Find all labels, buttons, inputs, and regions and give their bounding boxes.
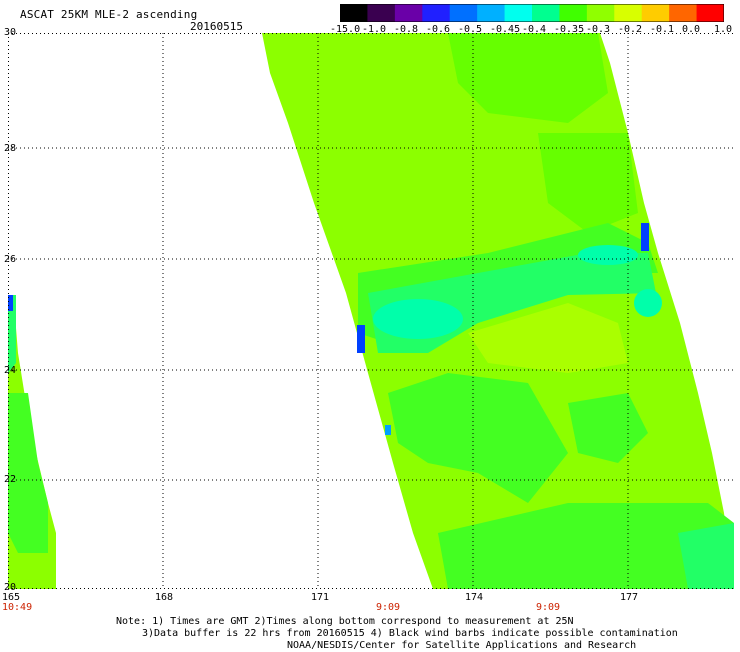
colorbar-segment — [586, 4, 615, 22]
colorbar-segment — [504, 4, 533, 22]
colorbar-segment — [614, 4, 643, 22]
colorbar-tick-label: -0.35 — [554, 24, 585, 35]
swath-patch — [538, 133, 638, 233]
lon-label-171: 171 — [311, 592, 330, 603]
swath-patch — [438, 503, 734, 589]
swath-blue-pixel — [8, 295, 13, 311]
swath-cyan-spot — [634, 289, 662, 317]
colorbar-segment — [669, 4, 698, 22]
colorbar-segment — [449, 4, 478, 22]
swath-time-3: 9:09 — [536, 602, 561, 613]
colorbar-labels: -15.0 -1.0 -0.8 -0.6 -0.5 -0.45 -0.4 -0.35 -0.3-… — [330, 24, 733, 36]
swath-time-2: 9:09 — [376, 602, 401, 613]
colorbar-segment — [696, 4, 724, 22]
colorbar — [340, 4, 724, 22]
lon-label-174: 174 — [465, 592, 484, 603]
swath-patch — [678, 523, 734, 589]
map-title: ASCAT 25KM MLE-2 ascending — [20, 8, 198, 21]
colorbar-segment — [367, 4, 396, 22]
lat-label-26: 26 — [4, 254, 17, 265]
colorbar-tick-label: -0.6 — [426, 24, 451, 35]
map-plot — [8, 33, 734, 589]
colorbar-segment — [477, 4, 506, 22]
colorbar-tick-label: -0.3 — [586, 24, 611, 35]
colorbar-tick-label: -0.8 — [394, 24, 419, 35]
colorbar-segment — [422, 4, 451, 22]
swath-time-1: 10:49 — [2, 602, 33, 613]
note-line-2: 3)Data buffer is 22 hrs from 20160515 4)… — [142, 628, 678, 639]
colorbar-segment — [340, 4, 368, 22]
lon-label-177: 177 — [620, 592, 639, 603]
lat-label-28: 28 — [4, 143, 17, 154]
swath-left-edge — [8, 295, 16, 373]
colorbar-tick-label: -0.1 — [650, 24, 675, 35]
colorbar-tick-label: -15.0 — [330, 24, 361, 35]
swath-patch — [388, 373, 568, 503]
note-line-3: NOAA/NESDIS/Center for Satellite Applica… — [287, 640, 637, 651]
colorbar-segment — [532, 4, 560, 22]
swath-blue-pixel — [641, 223, 649, 251]
colorbar-segment — [394, 4, 423, 22]
colorbar-tick-label: -0.4 — [522, 24, 547, 35]
map-date: 20160515 — [190, 20, 243, 33]
lon-label-165: 165 — [2, 592, 21, 603]
lat-label-20: 20 — [4, 582, 17, 593]
lon-label-168: 168 — [155, 592, 174, 603]
swath-cyan-spot — [373, 299, 463, 339]
note-line-1: Note: 1) Times are GMT 2)Times along bot… — [116, 616, 574, 627]
swath-patch-light — [468, 303, 628, 373]
colorbar-tick-label: -1.0 — [362, 24, 387, 35]
lat-label-30: 30 — [4, 27, 17, 38]
colorbar-tick-label: 0.0 — [682, 24, 701, 35]
colorbar-tick-label: -0.5 — [458, 24, 483, 35]
colorbar-segment — [559, 4, 588, 22]
lat-label-24: 24 — [4, 365, 17, 376]
colorbar-segment — [641, 4, 670, 22]
swath-cyan-spot — [578, 245, 638, 265]
swath-left-patch — [8, 393, 48, 553]
colorbar-tick-label: 1.0 — [714, 24, 733, 35]
swath-blue-pixel — [385, 425, 391, 435]
swath-blue-pixel — [357, 325, 365, 353]
lat-label-22: 22 — [4, 474, 17, 485]
swath-patch — [448, 33, 608, 123]
colorbar-tick-label: -0.45 — [490, 24, 521, 35]
colorbar-tick-label: -0.2 — [618, 24, 643, 35]
